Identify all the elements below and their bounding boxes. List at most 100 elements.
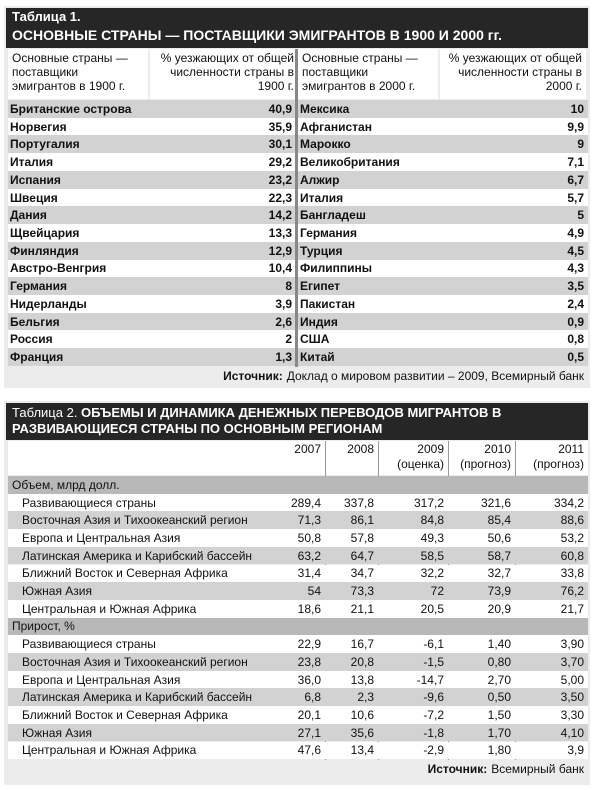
value: 63,2 xyxy=(297,548,321,563)
value: 22,9 xyxy=(297,637,321,652)
value: 5,7 xyxy=(567,190,584,205)
value: 7,1 xyxy=(567,155,584,170)
value: 85,4 xyxy=(487,513,511,528)
value: 6,7 xyxy=(567,172,584,187)
value: 9,9 xyxy=(567,119,584,134)
value: 64,7 xyxy=(350,548,374,563)
value: 72 xyxy=(430,584,444,599)
country: Филиппины xyxy=(300,261,372,276)
country: Италия xyxy=(10,155,54,170)
row-bg xyxy=(8,170,588,189)
year-note: (прогноз) xyxy=(533,457,584,471)
value: 86,1 xyxy=(350,513,374,528)
source: Источник: Доклад о мировом развитии – 200… xyxy=(8,367,584,385)
row-bg xyxy=(8,295,588,313)
country: Финляндия xyxy=(10,243,79,258)
value: 5 xyxy=(577,208,584,223)
country: Мексика xyxy=(300,101,350,116)
header-cell: Основные страны — поставщики эмигрантов … xyxy=(298,49,438,99)
year-note: (прогноз) xyxy=(460,457,511,471)
table-title: Таблица 2. ОБЪЕМЫ И ДИНАМИКА ДЕНЕЖНЫХ ПЕ… xyxy=(12,405,582,439)
row-bg xyxy=(8,546,588,565)
value: 54 xyxy=(307,584,321,599)
region: Ближний Восток и Северная Африка xyxy=(22,707,228,722)
country: Швеция xyxy=(10,190,58,205)
row-bg xyxy=(8,224,588,242)
region: Европа и Центральная Азия xyxy=(22,530,181,545)
region: Развивающиеся страны xyxy=(22,495,156,510)
country: Португалия xyxy=(10,137,80,152)
divider xyxy=(295,49,298,367)
value: 20,9 xyxy=(487,601,511,616)
value: 14,2 xyxy=(268,208,292,223)
value: 23,2 xyxy=(268,172,292,187)
country: Турция xyxy=(300,243,343,258)
country: Бельгия xyxy=(10,314,60,329)
value: 2,70 xyxy=(487,672,511,687)
value: 21,7 xyxy=(560,601,584,616)
header-cell: % уезжающих от общей численности страны … xyxy=(150,49,298,99)
value: 5,00 xyxy=(560,672,584,687)
value: 13,4 xyxy=(350,743,374,758)
country: Пакистан xyxy=(300,296,356,311)
country: Британские острова xyxy=(10,101,132,116)
value: 337,8 xyxy=(343,495,374,510)
value: 13,3 xyxy=(268,225,292,240)
value: 10,6 xyxy=(350,707,374,722)
value: 1,70 xyxy=(487,725,511,740)
country: Нидерланды xyxy=(10,296,87,311)
row-bg xyxy=(8,688,588,707)
value: 58,5 xyxy=(420,548,444,563)
year: 2011 xyxy=(558,442,584,456)
country: Афганистан xyxy=(300,119,372,134)
row-bg xyxy=(8,259,588,278)
country: Бангладеш xyxy=(300,208,366,223)
value: 47,6 xyxy=(297,743,321,758)
value: 30,1 xyxy=(268,137,292,152)
row-bg xyxy=(8,723,588,742)
value: 0,9 xyxy=(567,314,584,329)
value: 53,2 xyxy=(560,530,584,545)
value: 2,6 xyxy=(275,314,292,329)
region: Центральная и Южная Африка xyxy=(22,743,197,758)
value: 3,30 xyxy=(560,707,584,722)
value: 2 xyxy=(285,332,292,347)
value: 32,2 xyxy=(420,566,444,581)
region: Южная Азия xyxy=(22,584,92,599)
source-text: Всемирный банк xyxy=(491,762,584,777)
value: 0,5 xyxy=(567,350,584,365)
value: 12,9 xyxy=(268,243,292,258)
row-bg xyxy=(8,277,588,296)
value: 20,1 xyxy=(297,707,321,722)
row-bg xyxy=(8,582,588,600)
row-bg xyxy=(8,330,588,349)
value: 3,50 xyxy=(560,690,584,705)
value: 8 xyxy=(285,279,292,294)
year: 2008 xyxy=(347,442,374,456)
value: 289,4 xyxy=(290,495,321,510)
value: -1,8 xyxy=(423,725,444,740)
value: 60,8 xyxy=(560,548,584,563)
country: Египет xyxy=(300,279,341,294)
value: 33,8 xyxy=(560,566,584,581)
country: Алжир xyxy=(300,172,340,187)
value: 317,2 xyxy=(413,495,444,510)
row-bg xyxy=(8,564,588,583)
region: Латинская Америка и Карибский бассейн xyxy=(22,690,253,705)
source-label: Источник: xyxy=(427,762,488,777)
country: Щвейцария xyxy=(10,225,80,240)
country: Германия xyxy=(10,279,68,294)
row-bg xyxy=(8,135,588,154)
value: 21,1 xyxy=(350,601,374,616)
value: 20,8 xyxy=(350,654,374,669)
table-title-text: ОБЪЕМЫ И ДИНАМИКА ДЕНЕЖНЫХ ПЕРЕВОДОВ МИГ… xyxy=(12,405,502,436)
value: 4,10 xyxy=(560,725,584,740)
region: Центральная и Южная Африка xyxy=(22,601,197,616)
value: 50,8 xyxy=(297,530,321,545)
value: -2,9 xyxy=(423,743,444,758)
value: 3,5 xyxy=(567,279,584,294)
value: 1,3 xyxy=(275,350,292,365)
row-bg xyxy=(8,741,588,760)
table-label: Таблица 1. xyxy=(12,9,81,24)
value: 4,9 xyxy=(567,225,584,240)
